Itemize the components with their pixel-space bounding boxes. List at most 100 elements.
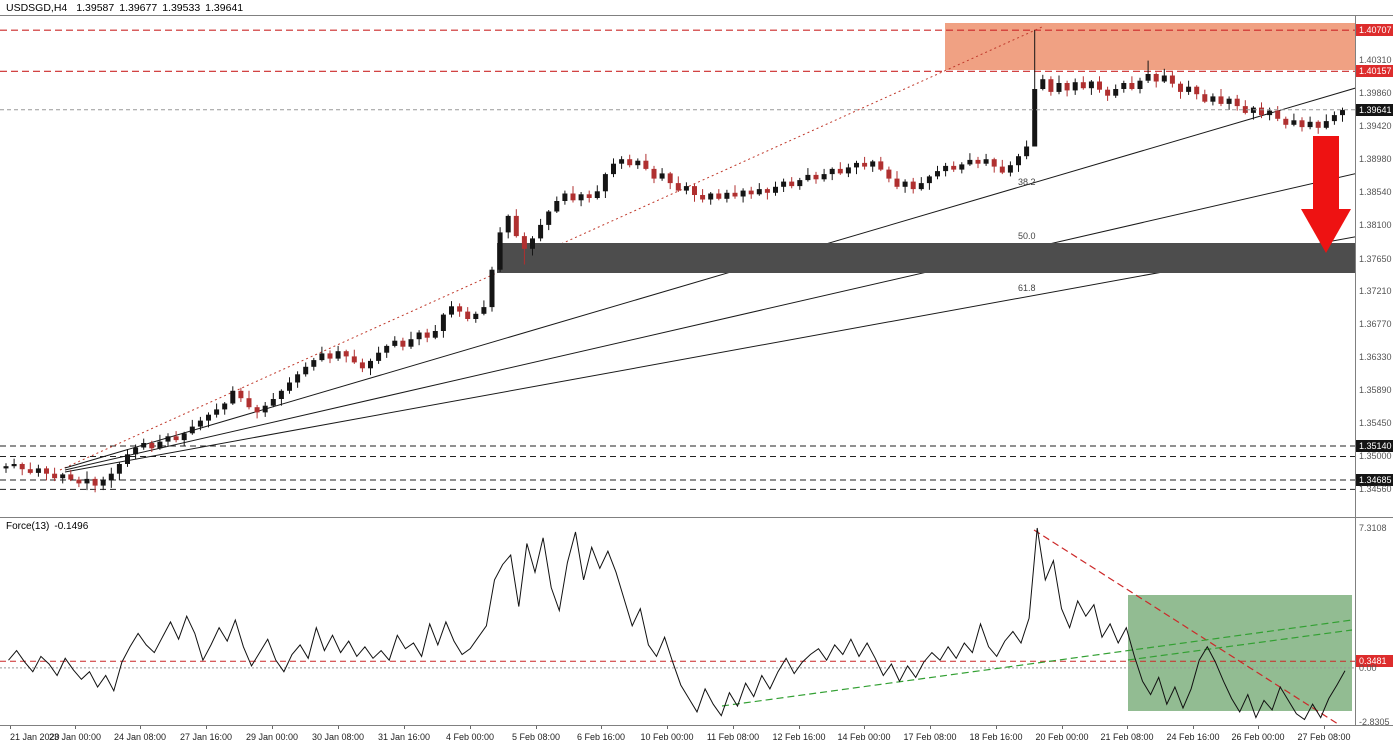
candle [457, 303, 463, 317]
candle [214, 403, 220, 418]
green-zone-box[interactable] [1128, 595, 1352, 711]
time-axis-label: 26 Feb 00:00 [1231, 732, 1285, 742]
candle [246, 390, 252, 410]
candle [530, 236, 535, 256]
time-axis-label: 27 Jan 16:00 [179, 732, 233, 742]
price-axis[interactable]: 1.40707 1.40310 1.40157 1.39860 1.39641 1.394… [1356, 0, 1393, 727]
candle [708, 192, 714, 205]
candle [773, 181, 778, 196]
candle [392, 336, 398, 348]
candle [1016, 153, 1021, 172]
price-tick-label: 1.35890 [1359, 385, 1392, 395]
force-green-trendline[interactable] [1127, 629, 1353, 661]
candle [449, 301, 454, 318]
candle [813, 171, 819, 184]
price-tick-label: 1.36330 [1359, 352, 1392, 363]
time-axis-label: 10 Feb 00:00 [640, 732, 694, 742]
sell-arrow[interactable] [1301, 136, 1351, 253]
time-axis-label: 12 Feb 16:00 [772, 732, 826, 742]
force-indicator-panel[interactable]: Force(13) -0.1496 [0, 518, 1355, 725]
candle [505, 214, 511, 239]
force-badge: 0.3481 [1356, 655, 1393, 668]
candle [1340, 107, 1345, 122]
candle [724, 189, 730, 203]
candle [1121, 80, 1127, 93]
time-axis-tick [404, 725, 405, 729]
price-tick-label: 1.35000 [1359, 451, 1392, 462]
candle [845, 163, 851, 178]
candle [1105, 86, 1111, 101]
fib-label-38.2: 38.2 [1018, 177, 1036, 187]
force-red-trendline[interactable] [1033, 529, 1339, 725]
time-axis-tick [864, 725, 865, 729]
time-axis-tick [206, 725, 207, 729]
price-tick-label: 1.39860 [1359, 88, 1392, 99]
candle [902, 179, 908, 193]
candle [141, 438, 147, 450]
candle [1129, 76, 1135, 91]
candle [465, 307, 471, 322]
candle [983, 153, 989, 166]
price-tick-label: 1.40310 [1359, 54, 1392, 65]
candle [1064, 80, 1070, 97]
candle [1080, 76, 1086, 90]
main-panel-divider [0, 517, 1393, 518]
time-axis-label: 24 Jan 08:00 [113, 732, 167, 742]
price-chart-canvas[interactable]: 38.2 50.0 61.8 [0, 15, 1355, 517]
candle [975, 156, 981, 169]
candle [1275, 106, 1281, 122]
candle [748, 186, 754, 199]
force-green-trendline[interactable] [721, 619, 1353, 707]
time-axis-tick [996, 725, 997, 729]
price-axis-divider [1355, 15, 1356, 725]
candle [1072, 78, 1078, 95]
high-value: 1.39677 [119, 2, 158, 14]
candle [894, 171, 900, 190]
time-axis-label: 14 Feb 00:00 [837, 732, 891, 742]
time-axis-tick [338, 725, 339, 729]
candle [878, 156, 884, 172]
price-tick-label: 1.35450 [1359, 417, 1392, 428]
time-axis-label: 23 Jan 00:00 [48, 732, 102, 742]
price-badge: 1.40707 [1356, 24, 1393, 37]
candle [829, 167, 835, 181]
candle [1056, 75, 1062, 95]
candle [1153, 72, 1159, 88]
time-axis-tick [470, 725, 471, 729]
candle [1242, 100, 1248, 115]
time-axis[interactable]: 21 Jan 2020 23 Jan 00:00 24 Jan 08:00 27 Ja… [0, 725, 1393, 752]
candle [570, 186, 576, 203]
candle [692, 183, 697, 202]
time-axis-tick [930, 725, 931, 729]
candle [513, 209, 519, 238]
candle [424, 328, 430, 343]
time-axis-label: 31 Jan 16:00 [377, 732, 431, 742]
price-badge: 1.35140 [1356, 440, 1393, 453]
demand-zone-box[interactable] [497, 243, 1355, 273]
candle [100, 476, 106, 491]
candle [821, 168, 827, 182]
close-value: 1.39641 [205, 2, 244, 14]
candle [870, 159, 876, 172]
force-indicator-canvas[interactable] [0, 518, 1355, 725]
candle [700, 189, 706, 203]
candle [189, 419, 195, 435]
candle [1307, 116, 1313, 130]
candle [1113, 84, 1119, 98]
candle [497, 227, 503, 272]
fib-line-50.0[interactable] [64, 165, 1355, 471]
candle [238, 387, 244, 402]
time-axis-tick [1062, 725, 1063, 729]
low-value: 1.39533 [162, 2, 201, 14]
candle [473, 311, 479, 323]
time-axis-label: 17 Feb 08:00 [903, 732, 957, 742]
candle [716, 189, 722, 201]
candle [108, 467, 114, 488]
candle [837, 162, 843, 175]
supply-zone-box[interactable] [945, 23, 1355, 70]
price-chart-panel[interactable]: 38.2 50.0 61.8 [0, 15, 1355, 517]
candle [311, 357, 317, 371]
price-badge: 1.40157 [1356, 65, 1393, 78]
candle [60, 472, 66, 484]
